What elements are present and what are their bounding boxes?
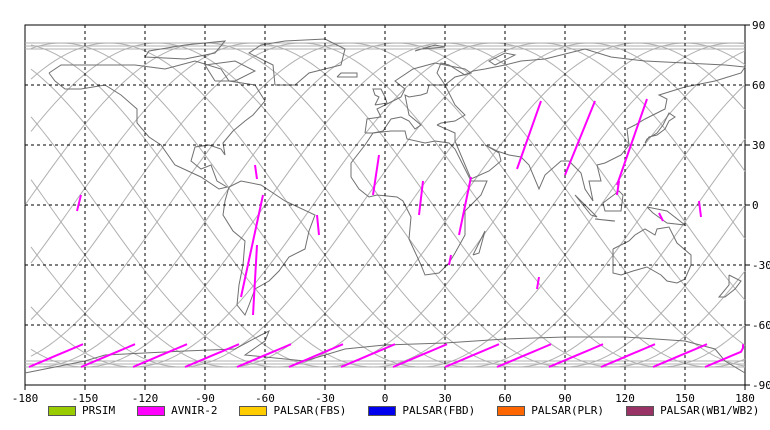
swath-segment <box>418 180 424 216</box>
coastline <box>372 88 388 106</box>
swath-arc <box>236 343 292 368</box>
swath-arc <box>340 343 396 368</box>
swath-segment <box>254 164 258 180</box>
swath-arc <box>132 343 188 368</box>
coastline <box>488 52 517 66</box>
legend-swatch <box>368 405 397 416</box>
legend-swatch <box>137 405 166 416</box>
swath-segment <box>516 100 542 170</box>
x-tick-label: 90 <box>558 392 571 405</box>
x-tick-label: 30 <box>438 392 451 405</box>
x-tick-label: 0 <box>382 392 389 405</box>
x-tick-label: -30 <box>315 392 335 405</box>
coastline <box>646 206 687 226</box>
x-tick-labels: -180 -150 -120 -90 -60 -30 0 30 60 90 120 150 180 <box>12 392 755 405</box>
legend-label: PALSAR(PLR) <box>531 404 605 417</box>
swath-arc <box>392 343 448 368</box>
swath-segment <box>448 254 452 266</box>
x-tick-label: -60 <box>255 392 275 405</box>
legend-label: PALSAR(FBD) <box>402 404 476 417</box>
swath-segment <box>316 214 320 236</box>
coastline <box>594 218 616 222</box>
y-tick-label: 60 <box>752 79 765 92</box>
legend-swatch <box>239 405 268 416</box>
legend-item: PALSAR(FBD) <box>368 404 475 417</box>
x-tick-label: -90 <box>195 392 215 405</box>
legend-swatch <box>48 405 76 416</box>
coastline <box>717 274 742 298</box>
swath-segment <box>658 212 664 222</box>
legend-label: PRSIM <box>82 404 116 417</box>
coastline <box>644 112 676 144</box>
y-tick-label: -30 <box>752 259 770 272</box>
swath-segment <box>458 176 472 236</box>
swath-segment <box>616 98 648 186</box>
legend-swatch <box>497 405 526 416</box>
coastline <box>436 48 746 202</box>
swath-segment <box>240 194 264 298</box>
swath-arc <box>496 343 552 368</box>
legend-label: AVNIR-2 <box>171 404 218 417</box>
swath-segment <box>76 194 82 212</box>
orbit-track <box>30 42 746 368</box>
orbit-track <box>30 42 746 368</box>
swath-segment <box>616 180 620 196</box>
swath-arc <box>184 343 240 368</box>
legend: PRSIM AVNIR-2 PALSAR(FBS) PALSAR(FBD) PALSAR… <box>48 404 759 417</box>
coastline <box>414 44 446 52</box>
y-tick-label: 90 <box>752 19 765 32</box>
legend-label: PALSAR(WB1/WB2) <box>660 404 760 417</box>
swath-arc <box>652 343 708 368</box>
swath-arc <box>80 343 136 368</box>
y-tick-label: 30 <box>752 139 765 152</box>
legend-item: PRSIM <box>48 404 115 417</box>
x-tick-label: -120 <box>132 392 159 405</box>
swath-arc <box>288 343 344 368</box>
coastline <box>48 60 266 190</box>
coastline <box>204 60 257 82</box>
x-tick-label: 150 <box>675 392 695 405</box>
y-tick-label: -90 <box>752 379 770 392</box>
coastline <box>472 230 486 256</box>
orbit-track <box>30 42 746 368</box>
x-tick-label: -150 <box>72 392 99 405</box>
legend-item: PALSAR(PLR) <box>497 404 604 417</box>
legend-item: PALSAR(FBS) <box>239 404 346 417</box>
y-tick-label: 0 <box>752 199 759 212</box>
legend-label: PALSAR(FBS) <box>273 404 347 417</box>
x-tick-label: -180 <box>12 392 39 405</box>
swath-arc <box>548 343 604 368</box>
legend-swatch <box>626 405 655 416</box>
coastline <box>144 40 227 60</box>
coastline <box>364 62 473 134</box>
x-tick-label: 120 <box>615 392 635 405</box>
swath-segment <box>564 100 596 176</box>
swath-segment <box>536 276 540 290</box>
avnir-swaths <box>28 98 744 368</box>
legend-item: AVNIR-2 <box>137 404 217 417</box>
coastline <box>574 194 598 218</box>
coastline <box>336 72 358 78</box>
map-grid <box>24 24 750 390</box>
swath-segment <box>698 200 702 218</box>
y-tick-labels: 90 60 30 0 -30 -60 -90 <box>752 19 770 392</box>
orbit-track <box>30 42 746 368</box>
coastline <box>350 130 488 276</box>
swath-segment <box>372 154 380 196</box>
swath-arc <box>600 343 656 368</box>
legend-item: PALSAR(WB1/WB2) <box>626 404 759 417</box>
swath-arc <box>28 343 84 368</box>
swath-arc <box>444 343 500 368</box>
swath-arc <box>704 344 744 368</box>
y-tick-label: -60 <box>752 319 770 332</box>
x-tick-label: 60 <box>498 392 511 405</box>
x-tick-label: 180 <box>735 392 755 405</box>
swath-segment <box>252 244 258 316</box>
